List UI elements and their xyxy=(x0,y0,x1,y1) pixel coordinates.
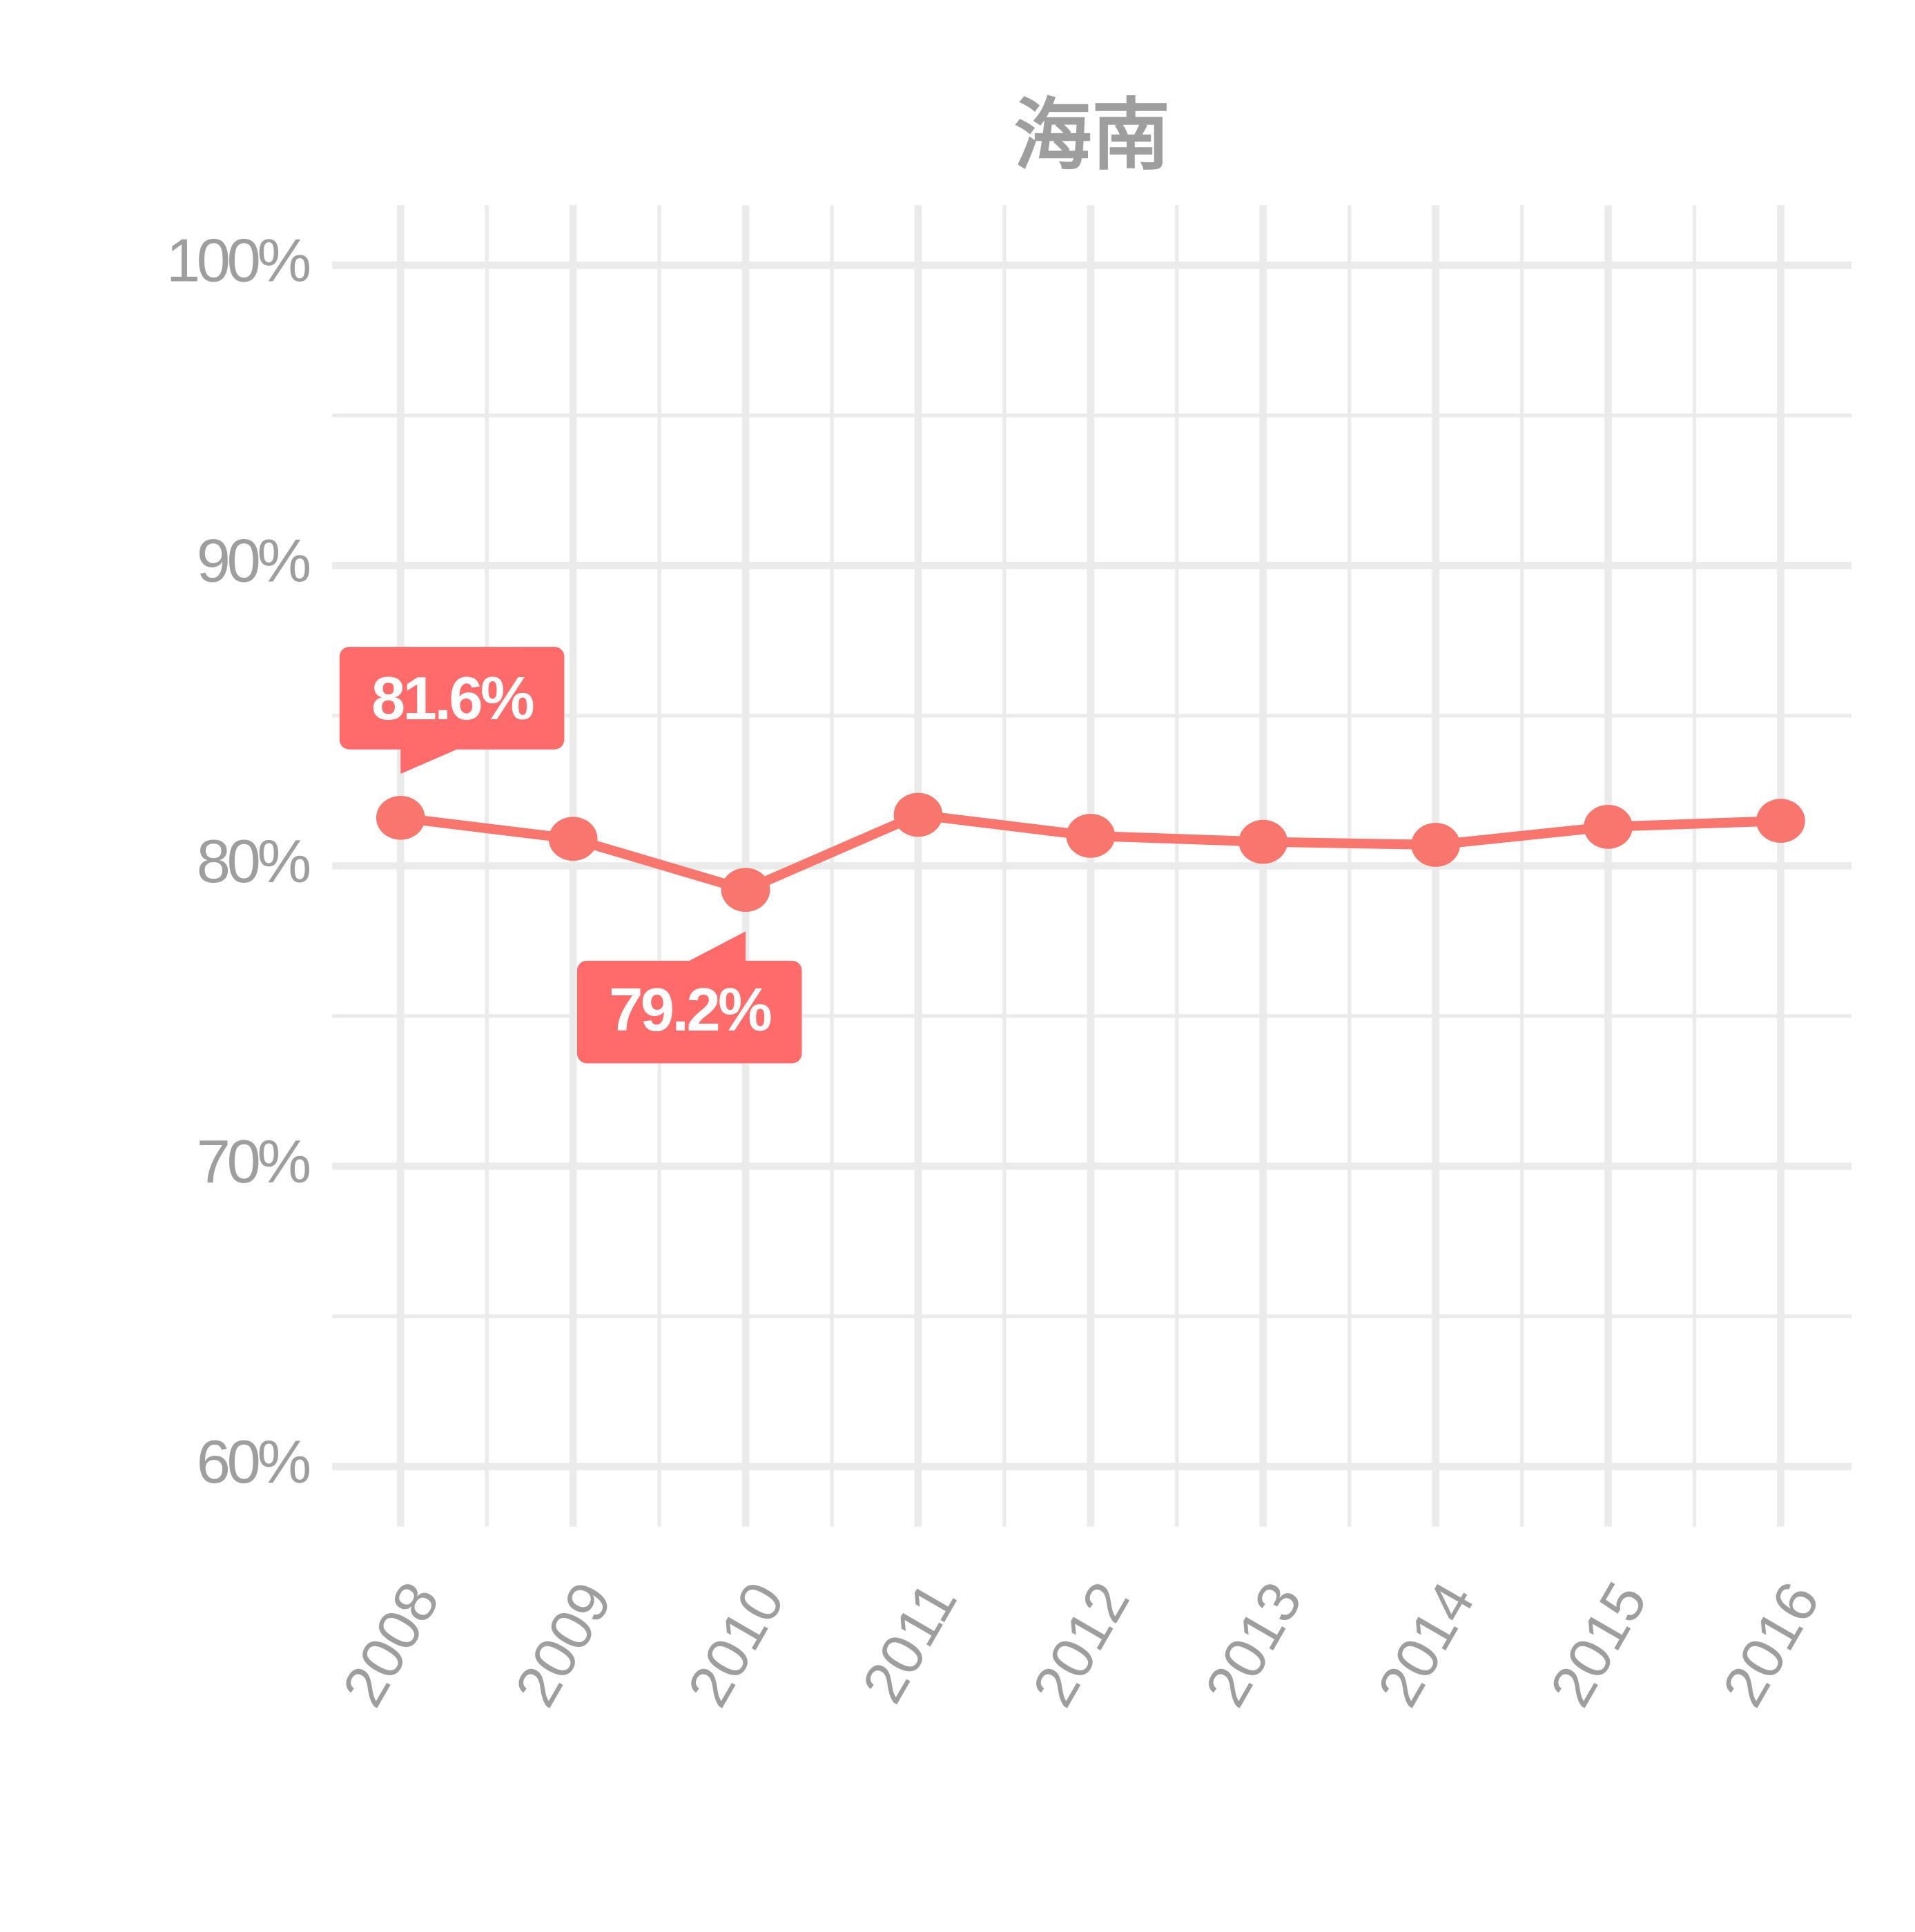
point xyxy=(721,868,770,913)
point xyxy=(548,817,598,861)
y-tick-label: 80% xyxy=(197,827,310,895)
point xyxy=(1584,805,1633,849)
point xyxy=(1411,823,1460,867)
y-tick-label: 90% xyxy=(197,527,310,595)
point xyxy=(376,795,425,840)
y-tick-label: 70% xyxy=(197,1127,310,1196)
callout-box xyxy=(339,647,565,750)
y-tick-label: 100% xyxy=(166,226,310,295)
point xyxy=(1756,799,1805,843)
data-label: 79.2% xyxy=(609,975,771,1044)
callout-pointer xyxy=(689,931,746,966)
data-label: 81.6% xyxy=(371,664,534,732)
callout: 81.6% xyxy=(339,647,565,774)
point xyxy=(1238,819,1288,864)
callout-box xyxy=(576,960,802,1064)
callout: 79.2% xyxy=(576,931,802,1064)
y-tick-label: 60% xyxy=(197,1427,310,1496)
point xyxy=(1066,814,1116,858)
point xyxy=(893,792,943,837)
chart-title: 海南 xyxy=(1013,92,1169,179)
callout-pointer xyxy=(400,744,457,774)
